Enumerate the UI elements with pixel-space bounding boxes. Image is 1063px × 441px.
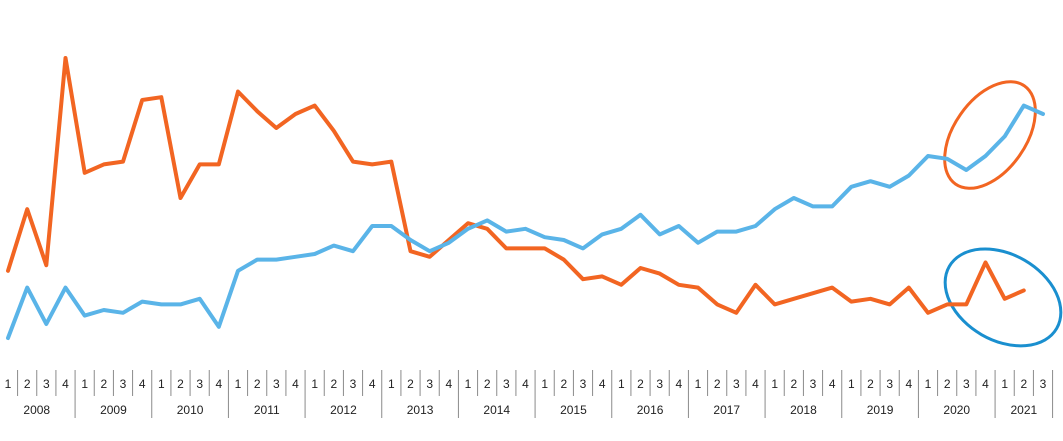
quarter-tick-label: 1 (465, 377, 472, 391)
year-label: 2016 (637, 403, 664, 417)
year-label: 2015 (560, 403, 587, 417)
quarter-tick-label: 3 (43, 377, 50, 391)
quarter-tick-label: 4 (62, 377, 69, 391)
year-label: 2018 (790, 403, 817, 417)
quarter-tick-label: 1 (5, 377, 12, 391)
quarter-tick-label: 1 (388, 377, 395, 391)
quarter-tick-label: 2 (484, 377, 491, 391)
quarter-tick-label: 2 (867, 377, 874, 391)
quarter-tick-label: 4 (905, 377, 912, 391)
quarter-tick-label: 2 (24, 377, 31, 391)
quarter-tick-label: 3 (120, 377, 127, 391)
quarter-tick-label: 2 (714, 377, 721, 391)
quarter-tick-label: 1 (695, 377, 702, 391)
quarter-tick-label: 4 (292, 377, 299, 391)
quarter-tick-label: 2 (177, 377, 184, 391)
quarter-tick-label: 3 (580, 377, 587, 391)
quarter-tick-label: 1 (925, 377, 932, 391)
quarter-tick-label: 3 (733, 377, 740, 391)
quarter-tick-label: 1 (541, 377, 548, 391)
quarter-tick-label: 4 (139, 377, 146, 391)
quarter-tick-label: 4 (215, 377, 222, 391)
quarter-tick-label: 4 (445, 377, 452, 391)
quarter-tick-label: 2 (560, 377, 567, 391)
year-label: 2021 (1010, 403, 1037, 417)
year-label: 2014 (483, 403, 510, 417)
quarter-tick-label: 3 (1040, 377, 1047, 391)
year-label: 2013 (407, 403, 434, 417)
quarter-tick-label: 2 (790, 377, 797, 391)
series-line-1 (6, 56, 1026, 315)
quarter-tick-label: 3 (273, 377, 280, 391)
quarter-tick-label: 1 (81, 377, 88, 391)
quarter-tick-label: 4 (982, 377, 989, 391)
quarter-tick-label: 3 (503, 377, 510, 391)
year-label: 2008 (23, 403, 50, 417)
quarter-tick-label: 3 (963, 377, 970, 391)
quarter-tick-label: 1 (235, 377, 242, 391)
year-label: 2011 (254, 403, 280, 417)
quarter-tick-label: 3 (810, 377, 817, 391)
quarter-tick-label: 2 (637, 377, 644, 391)
year-label: 2009 (100, 403, 127, 417)
quarter-tick-label: 3 (656, 377, 663, 391)
quarter-tick-label: 3 (886, 377, 893, 391)
series-line-2 (6, 103, 1045, 340)
quarter-tick-label: 3 (426, 377, 433, 391)
year-label: 2012 (330, 403, 357, 417)
quarter-tick-label: 1 (771, 377, 778, 391)
annotation-layer (943, 80, 1063, 348)
quarter-tick-label: 2 (1020, 377, 1027, 391)
annotation-ellipse-orange-end (943, 247, 1063, 348)
quarter-tick-label: 1 (158, 377, 165, 391)
quarter-tick-label: 4 (752, 377, 759, 391)
year-label: 2019 (867, 403, 894, 417)
quarter-tick-label: 4 (599, 377, 606, 391)
quarter-tick-label: 1 (848, 377, 855, 391)
quarter-tick-label: 3 (350, 377, 357, 391)
year-label: 2010 (177, 403, 204, 417)
quarter-tick-label: 3 (196, 377, 203, 391)
quarter-tick-label: 1 (1001, 377, 1008, 391)
annotation-ellipse-blue-end (943, 80, 1037, 190)
quarter-tick-label: 4 (522, 377, 529, 391)
quarter-tick-label: 1 (311, 377, 318, 391)
quarter-tick-label: 4 (369, 377, 376, 391)
year-label: 2020 (943, 403, 970, 417)
quarter-tick-label: 2 (330, 377, 337, 391)
quarter-tick-label: 2 (254, 377, 261, 391)
quarter-tick-label: 2 (100, 377, 107, 391)
series-layer (6, 56, 1045, 340)
quarter-tick-label: 4 (675, 377, 682, 391)
quarter-tick-label: 2 (407, 377, 414, 391)
quarter-tick-label: 1 (618, 377, 625, 391)
year-label: 2017 (713, 403, 740, 417)
quarter-tick-label: 4 (829, 377, 836, 391)
quarter-tick-label: 2 (944, 377, 951, 391)
